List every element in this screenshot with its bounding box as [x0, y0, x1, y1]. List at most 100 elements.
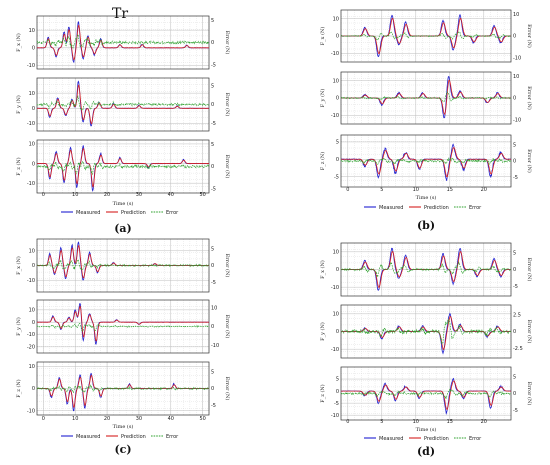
y-axis-label: F_y (N) [15, 95, 22, 114]
chart-panel-b: 0 5 10 15 20 Time (s) Measured Prediction Error (… [346, 187, 487, 232]
error-line [37, 322, 209, 332]
chart-panel-c: 0 10 20 30 40 50 Time (s) Measured Prediction Err… [42, 416, 206, 456]
y-axis-label: F_x (N) [15, 33, 22, 52]
x-tick-label: 5 [380, 187, 383, 193]
y-tick-label: -10 [27, 181, 35, 187]
panel-label: (c) [114, 443, 131, 456]
y-tick-label: -5 [334, 401, 339, 407]
y-tick-label: 0 [32, 320, 35, 326]
subplot-b-2: 10 0 -10 10 0 -10 F_y (N) Error (N) [319, 71, 533, 125]
y-axis-label: F_y (N) [319, 322, 326, 341]
error-line [37, 33, 209, 49]
err-tick-label: 5 [513, 142, 516, 148]
err-tick-label: 5 [513, 375, 516, 381]
subplot-d-2: 10 0 -10 2.5 0 -2.5 F_y (N) Error (N) [319, 304, 533, 359]
x-tick-label: 15 [447, 419, 453, 425]
y-tick-label: 10 [333, 16, 339, 22]
y-tick-label: -10 [331, 285, 339, 291]
err-tick-label: 0 [513, 159, 516, 165]
x-tick-label: 10 [72, 192, 78, 198]
subplot-b-3: 5 0 -5 5 0 -5 F_z (N) Error (N) [319, 134, 533, 188]
axes-frame [36, 139, 210, 194]
err-tick-label: -5 [513, 408, 518, 414]
x-tick-label: 30 [136, 416, 142, 422]
y-axis-label: F_z (N) [319, 384, 326, 403]
prediction-line [341, 380, 511, 411]
measured-line [341, 377, 511, 416]
y-axis-label: F_z (N) [15, 379, 22, 398]
error-axis-label: Error (N) [526, 382, 533, 406]
y-tick-label: 10 [29, 142, 35, 148]
y-tick-label: -10 [27, 121, 35, 127]
x-tick-label: 10 [413, 419, 419, 425]
y-axis-label: F_x (N) [15, 256, 22, 275]
chart-panel-d: 0 5 10 15 20 Time (s) Measured Prediction Error (… [346, 419, 487, 458]
err-tick-label: 0 [513, 329, 516, 335]
legend-error-label: Error [166, 210, 179, 216]
err-tick-label: -2.5 [513, 346, 523, 352]
subplot-c-2: 10 0 -10 -20 10 0 -10 F_y (N) Error (N) [15, 299, 231, 354]
err-tick-label: 0 [211, 164, 214, 170]
err-tick-label: 0 [211, 386, 214, 392]
measured-line [341, 143, 511, 181]
y-tick-label: 0 [336, 96, 339, 102]
error-axis-label: Error (N) [224, 31, 231, 55]
y-tick-label: 10 [333, 78, 339, 84]
legend-measured-label: Measured [76, 210, 100, 216]
err-tick-label: 10 [211, 305, 217, 311]
legend-prediction-label: Prediction [424, 436, 449, 442]
panel-label: (a) [114, 222, 132, 235]
subplot-a-1: 10 0 -10 5 0 -5 F_x (N) Error (N) [15, 15, 231, 70]
err-tick-label: -5 [513, 175, 518, 181]
y-tick-label: 0 [32, 263, 35, 269]
legend-measured-label: Measured [76, 434, 100, 440]
prediction-line [37, 244, 209, 279]
err-tick-label: 5 [211, 18, 214, 24]
y-tick-label: -10 [331, 413, 339, 419]
y-tick-label: -10 [27, 332, 35, 338]
prediction-line [341, 147, 511, 178]
err-tick-label: 0 [513, 34, 516, 40]
y-axis-label: F_x (N) [319, 260, 326, 279]
error-axis-label: Error (N) [224, 315, 231, 339]
y-tick-label: -10 [27, 408, 35, 414]
error-line [341, 388, 511, 400]
x-axis-label: Time (s) [113, 200, 134, 207]
error-line [37, 259, 209, 271]
err-tick-label: -10 [211, 343, 219, 349]
x-axis-label: Time (s) [113, 423, 134, 430]
err-tick-label: -10 [513, 117, 521, 123]
subplot-c-3: 10 0 -10 5 0 -5 F_z (N) Error (N) [15, 361, 231, 416]
x-tick-label: 20 [481, 187, 487, 193]
err-tick-label: 0 [211, 40, 214, 46]
measured-line [37, 302, 209, 345]
legend-error-label: Error [166, 434, 179, 440]
x-tick-label: 5 [380, 419, 383, 425]
y-tick-label: 0 [336, 157, 339, 163]
error-axis-label: Error (N) [224, 93, 231, 117]
err-tick-label: -5 [211, 280, 216, 286]
x-axis-label: Time (s) [416, 194, 437, 201]
y-tick-label: 10 [29, 91, 35, 97]
x-tick-label: 20 [104, 416, 110, 422]
error-line [341, 91, 511, 103]
error-axis-label: Error (N) [526, 258, 533, 282]
y-tick-label: 0 [336, 267, 339, 273]
err-tick-label: -5 [211, 62, 216, 68]
err-tick-label: -10 [513, 55, 521, 61]
legend-measured-label: Measured [379, 205, 403, 211]
err-tick-label: 0 [211, 263, 214, 269]
y-tick-label: 10 [333, 312, 339, 318]
err-tick-label: 5 [211, 247, 214, 253]
err-tick-label: 0 [513, 391, 516, 397]
panel-label: (d) [417, 445, 435, 458]
y-axis-label: F_y (N) [319, 89, 326, 108]
error-axis-label: Error (N) [224, 254, 231, 278]
legend-measured-label: Measured [379, 436, 403, 442]
x-tick-label: 30 [136, 192, 142, 198]
x-tick-label: 10 [413, 187, 419, 193]
y-tick-label: 10 [333, 250, 339, 256]
subplot-a-2: 10 0 -10 5 0 -5 F_y (N) Error (N) [15, 77, 231, 132]
legend-prediction-label: Prediction [424, 205, 449, 211]
y-tick-label: 0 [32, 161, 35, 167]
